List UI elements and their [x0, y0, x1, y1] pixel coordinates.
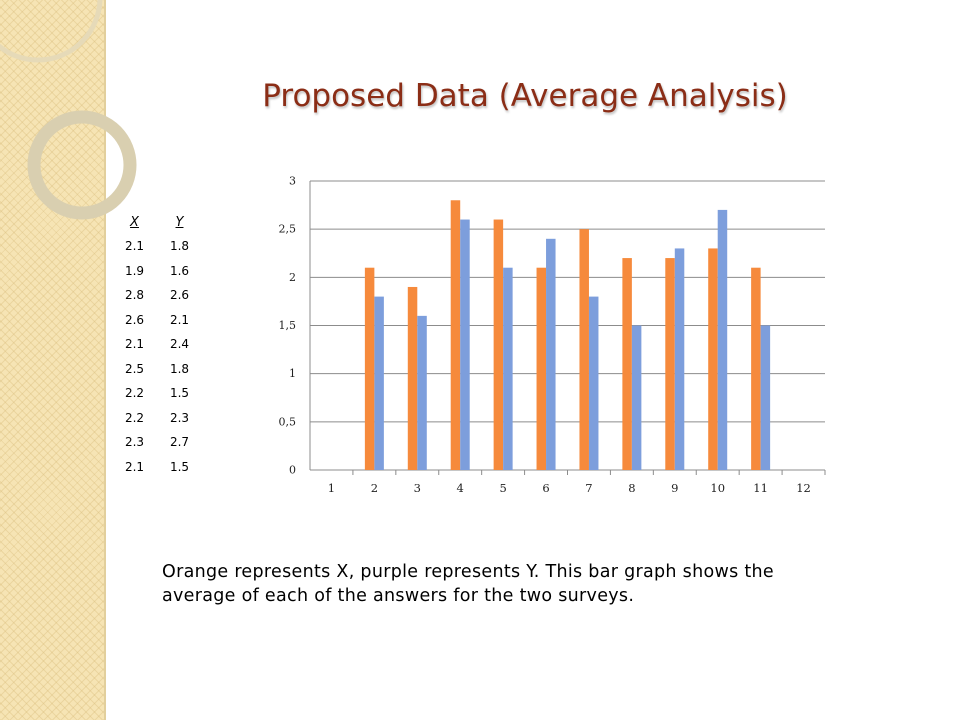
y-tick-label: 0 [289, 464, 296, 477]
bar-y [374, 296, 384, 470]
cell-x: 2.3 [124, 435, 145, 450]
cell-y: 1.5 [169, 459, 190, 474]
bar-chart: 00,511,522,531 2 3 4 5 6 7 8 9 10 11 12 [279, 175, 826, 495]
table-row: 2.1 2.4 [112, 332, 202, 357]
decorative-ring-large [0, 0, 103, 63]
table-header: X Y [112, 210, 202, 234]
bar-y [717, 209, 728, 470]
table-row: 1.9 1.6 [112, 259, 202, 284]
cell-x: 1.9 [124, 263, 145, 278]
y-tick-label: 2 [289, 271, 296, 284]
cell-y: 2.4 [169, 337, 190, 352]
table-body: 2.1 1.8 1.9 1.6 2.8 2.6 2.6 2.1 2.1 2.4 2.5 1.8 2.2 1… [112, 234, 202, 479]
table-row: 2.1 1.5 [112, 455, 202, 480]
bar-x [665, 258, 675, 470]
cell-x: 2.2 [124, 386, 145, 401]
cell-x: 2.5 [124, 361, 145, 376]
x-tick-label: 6 [542, 481, 549, 495]
x-tick-label: 1 [328, 481, 335, 495]
bar-x [579, 229, 589, 470]
slide-caption: Orange represents X, purple represents Y… [162, 562, 774, 606]
data-table: X Y 2.1 1.8 1.9 1.6 2.8 2.6 2.6 2.1 2.1 2.4 2.5 1.8… [112, 210, 202, 479]
cell-x: 2.6 [124, 312, 145, 327]
x-tick-label: 8 [628, 481, 635, 495]
x-tick-label: 10 [710, 481, 725, 495]
cell-x: 2.1 [124, 239, 145, 254]
x-tick-label: 5 [499, 481, 506, 495]
cell-y: 1.5 [169, 386, 190, 401]
bar-x [751, 267, 761, 470]
x-tick-label: 4 [457, 481, 464, 495]
cell-x: 2.1 [124, 459, 145, 474]
bar-y [760, 325, 771, 470]
x-tick-label: 2 [371, 481, 378, 495]
y-tick-label: 3 [289, 175, 296, 188]
table-row: 2.2 1.5 [112, 381, 202, 406]
slide-title: Proposed Data (Average Analysis) [262, 78, 788, 114]
decorative-rings [0, 0, 137, 220]
bar-y [546, 238, 556, 470]
bar-y [674, 248, 685, 470]
table-row: 2.3 2.7 [112, 430, 202, 455]
y-tick-label: 2,5 [279, 223, 297, 236]
bar-x [450, 200, 461, 470]
cell-y: 2.6 [169, 288, 190, 303]
y-tick-label: 0,5 [279, 415, 297, 428]
bar-x [364, 267, 375, 470]
x-tick-label: 9 [671, 481, 678, 495]
table-row: 2.1 1.8 [112, 234, 202, 259]
decorative-ring-small [27, 110, 137, 220]
bar-x [407, 286, 418, 470]
x-tick-label: 7 [585, 481, 592, 495]
bar-x [536, 267, 547, 470]
cell-y: 2.3 [169, 410, 190, 425]
cell-y: 1.8 [169, 361, 190, 376]
bar-y [460, 219, 470, 470]
table-row: 2.2 2.3 [112, 406, 202, 431]
x-tick-label: 3 [414, 481, 421, 495]
x-tick-label: 11 [753, 481, 768, 495]
header-y: Y [175, 214, 184, 230]
cell-x: 2.1 [124, 337, 145, 352]
bar-x [622, 258, 632, 470]
y-tick-label: 1 [289, 367, 296, 380]
bar-y [631, 325, 642, 470]
bar-x [708, 248, 718, 470]
bar-y [503, 267, 513, 470]
bar-x [493, 219, 504, 470]
cell-y: 1.8 [169, 239, 190, 254]
cell-y: 1.6 [169, 263, 190, 278]
header-x: X [130, 214, 139, 230]
cell-x: 2.8 [124, 288, 145, 303]
bar-y [588, 296, 599, 470]
table-row: 2.5 1.8 [112, 357, 202, 382]
bar-y [417, 315, 427, 470]
cell-x: 2.2 [124, 410, 145, 425]
table-row: 2.8 2.6 [112, 283, 202, 308]
table-row: 2.6 2.1 [112, 308, 202, 333]
cell-y: 2.1 [169, 312, 190, 327]
cell-y: 2.7 [169, 435, 190, 450]
y-tick-label: 1,5 [279, 319, 297, 332]
x-tick-label: 12 [796, 481, 811, 495]
